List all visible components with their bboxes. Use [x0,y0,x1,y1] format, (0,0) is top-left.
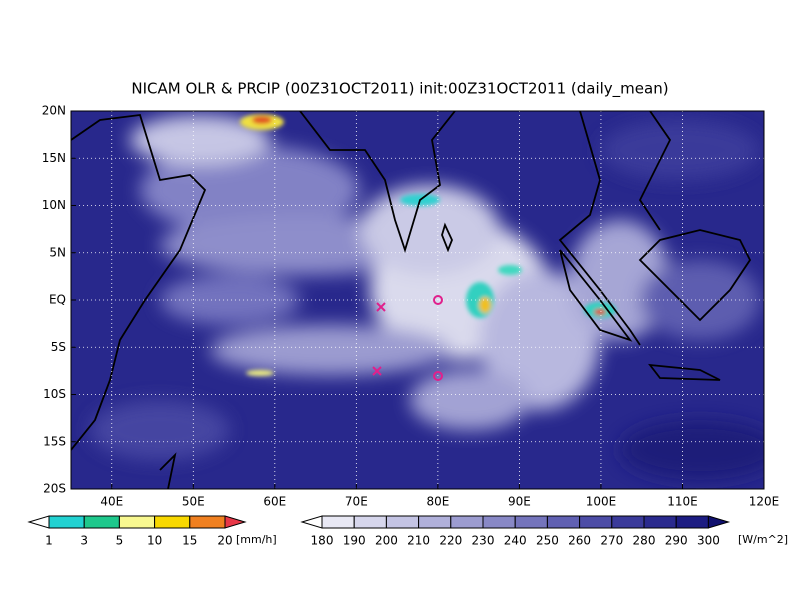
coastlines [71,111,752,489]
markers [372,295,443,381]
colorbar-box [48,515,85,529]
lon-label: 80E [426,495,449,509]
lon-label: 110E [667,495,698,509]
lat-label: 15S [43,434,66,448]
lon-label: 50E [182,495,205,509]
colorbar-label: 210 [407,534,430,548]
colorbar-label: 290 [665,534,688,548]
colorbar-box [385,515,420,529]
colorbar-label: 230 [472,534,495,548]
colorbar-arrow [224,515,247,529]
graticule [71,111,764,489]
lon-label: 70E [345,495,368,509]
lat-label: 5S [51,340,66,354]
colorbar-label: 280 [633,534,656,548]
x-marker [376,302,386,312]
lat-label: 10S [43,387,66,401]
lat-label: 20S [43,482,66,496]
colorbar-box [118,515,156,529]
colorbar-box [450,515,484,529]
colorbar-label: 1 [45,534,53,548]
colorbar-label: 260 [568,534,591,548]
lon-label: 100E [586,495,617,509]
lon-label: 60E [263,495,286,509]
colorbar-label: 10 [147,534,162,548]
colorbar-arrow [300,515,323,529]
colorbar-box [546,515,581,529]
lat-label: 5N [49,245,66,259]
colorbar-unit: [mm/h] [236,533,277,546]
colorbar-unit: [W/m^2] [738,533,788,546]
colorbar-box [418,515,452,529]
x-marker [372,366,382,376]
colorbar-box [83,515,120,529]
olr-colorbar: 180 190 200 210 220 230 240 250 260 270 280 290 300 [… [300,515,788,548]
circle-marker [433,295,443,305]
colorbar-label: 270 [600,534,623,548]
colorbar-box [611,515,645,529]
colorbar-label: 250 [536,534,559,548]
colorbar-box [189,515,226,529]
colorbar-box [353,515,387,529]
colorbar-label: 300 [697,534,720,548]
colorbar-box [643,515,677,529]
colorbar-label: 180 [311,534,334,548]
colorbar-box [321,515,355,529]
colorbar-label: 5 [116,534,124,548]
colorbar-box [482,515,516,529]
colorbar-box [579,515,613,529]
colorbar-label: 3 [80,534,88,548]
colorbar-label: 20 [217,534,232,548]
lat-label: EQ [49,293,66,307]
colorbar-box [675,515,709,529]
colorbar-arrow [707,515,731,529]
lon-label: 90E [508,495,531,509]
colorbar-box [154,515,191,529]
lat-label: 20N [42,104,66,118]
precip-colorbar: 1 3 5 10 15 20 [mm/h] [27,515,277,548]
colorbar-arrow [27,515,50,529]
title: NICAM OLR & PRCIP (00Z31OCT2011) init:00… [131,80,668,99]
lon-label: 40E [100,495,123,509]
colorbar-label: 200 [375,534,398,548]
colorbar-label: 190 [343,534,366,548]
lat-label: 15N [42,151,66,165]
colorbar-label: 15 [182,534,197,548]
circle-marker [433,371,443,381]
lon-label: 120E [749,495,780,509]
colorbar-box [514,515,548,529]
lat-label: 10N [42,198,66,212]
colorbar-label: 240 [504,534,527,548]
olr-field [71,111,764,489]
colorbar-label: 220 [439,534,462,548]
